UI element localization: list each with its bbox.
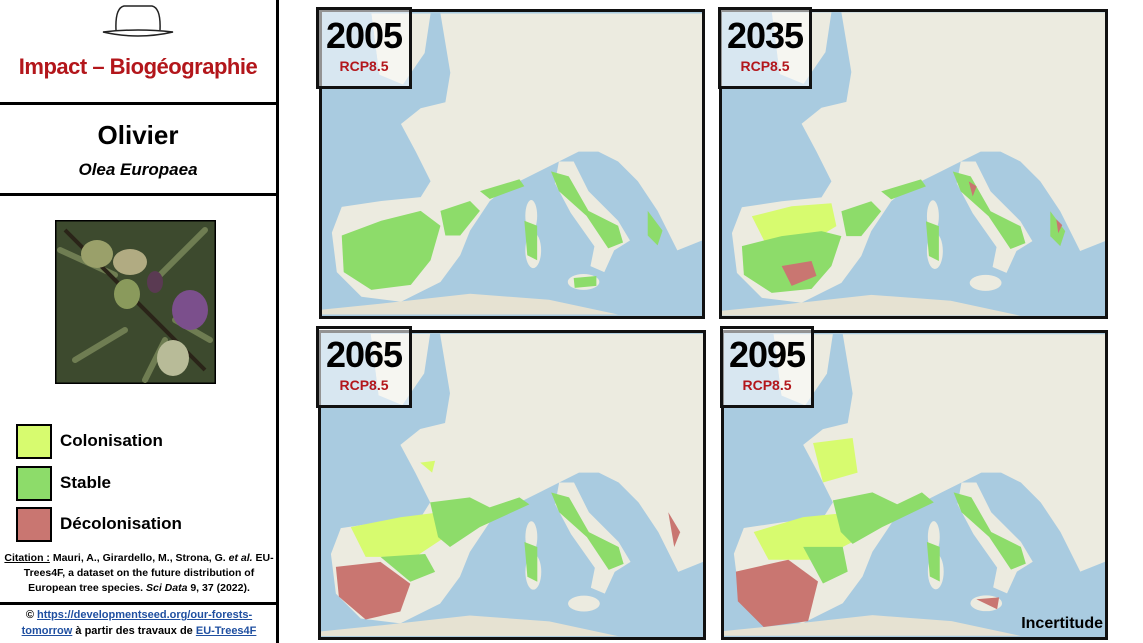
year-label: 2035 RCP8.5 (718, 7, 812, 89)
year-label: 2095 RCP8.5 (720, 326, 814, 408)
citation-authors: Mauri, A., Girardello, M., Strona, G. (52, 552, 226, 564)
divider (0, 193, 276, 196)
citation-etal: et al. (228, 552, 253, 564)
olive-photo (55, 220, 216, 384)
footer-text: à partir des travaux de (75, 625, 193, 637)
title: Impact – Biogéographie (18, 54, 258, 79)
species-name: Olivier (97, 120, 179, 150)
map (321, 333, 703, 637)
divider (0, 102, 276, 105)
source-link[interactable]: https://developmentseed.org/our-forests-… (21, 609, 253, 637)
citation: Citation : Mauri, A., Girardello, M., St… (4, 551, 274, 596)
citation-journal: Sci Data (145, 582, 188, 594)
hat-icon (102, 5, 174, 37)
year: 2005 (325, 15, 403, 56)
map (322, 12, 702, 316)
year-label: 2065 RCP8.5 (316, 326, 412, 408)
legend-label: Décolonisation (60, 514, 182, 533)
legend-swatch (16, 507, 52, 542)
year: 2035 (726, 15, 804, 56)
footer: © https://developmentseed.org/our-forest… (4, 607, 274, 639)
legend-swatch (16, 466, 52, 501)
citation-ref: 9, 37 (2022). (190, 582, 250, 594)
year: 2065 (325, 334, 403, 375)
map (724, 333, 1105, 637)
scenario: RCP8.5 (742, 377, 792, 393)
divider (0, 602, 276, 605)
side-panel: Impact – Biogéographie Olivier Olea Euro… (0, 0, 279, 643)
year: 2095 (728, 334, 806, 375)
scenario: RCP8.5 (339, 58, 389, 74)
scenario: RCP8.5 (740, 58, 790, 74)
copyright: © (25, 609, 34, 621)
uncertainty-note: Incertitude (1021, 615, 1103, 632)
species-latin: Olea Europaea (78, 160, 198, 179)
legend-swatch (16, 424, 52, 459)
legend-label: Stable (60, 473, 112, 492)
legend-label: Colonisation (60, 431, 163, 450)
citation-body: EU-Trees4F, a dataset on the future dist… (23, 552, 274, 594)
scenario: RCP8.5 (339, 377, 389, 393)
year-label: 2005 RCP8.5 (316, 7, 412, 89)
map (722, 12, 1105, 316)
source-name[interactable]: EU-Trees4F (195, 625, 257, 637)
citation-lead: Citation : (4, 552, 50, 564)
